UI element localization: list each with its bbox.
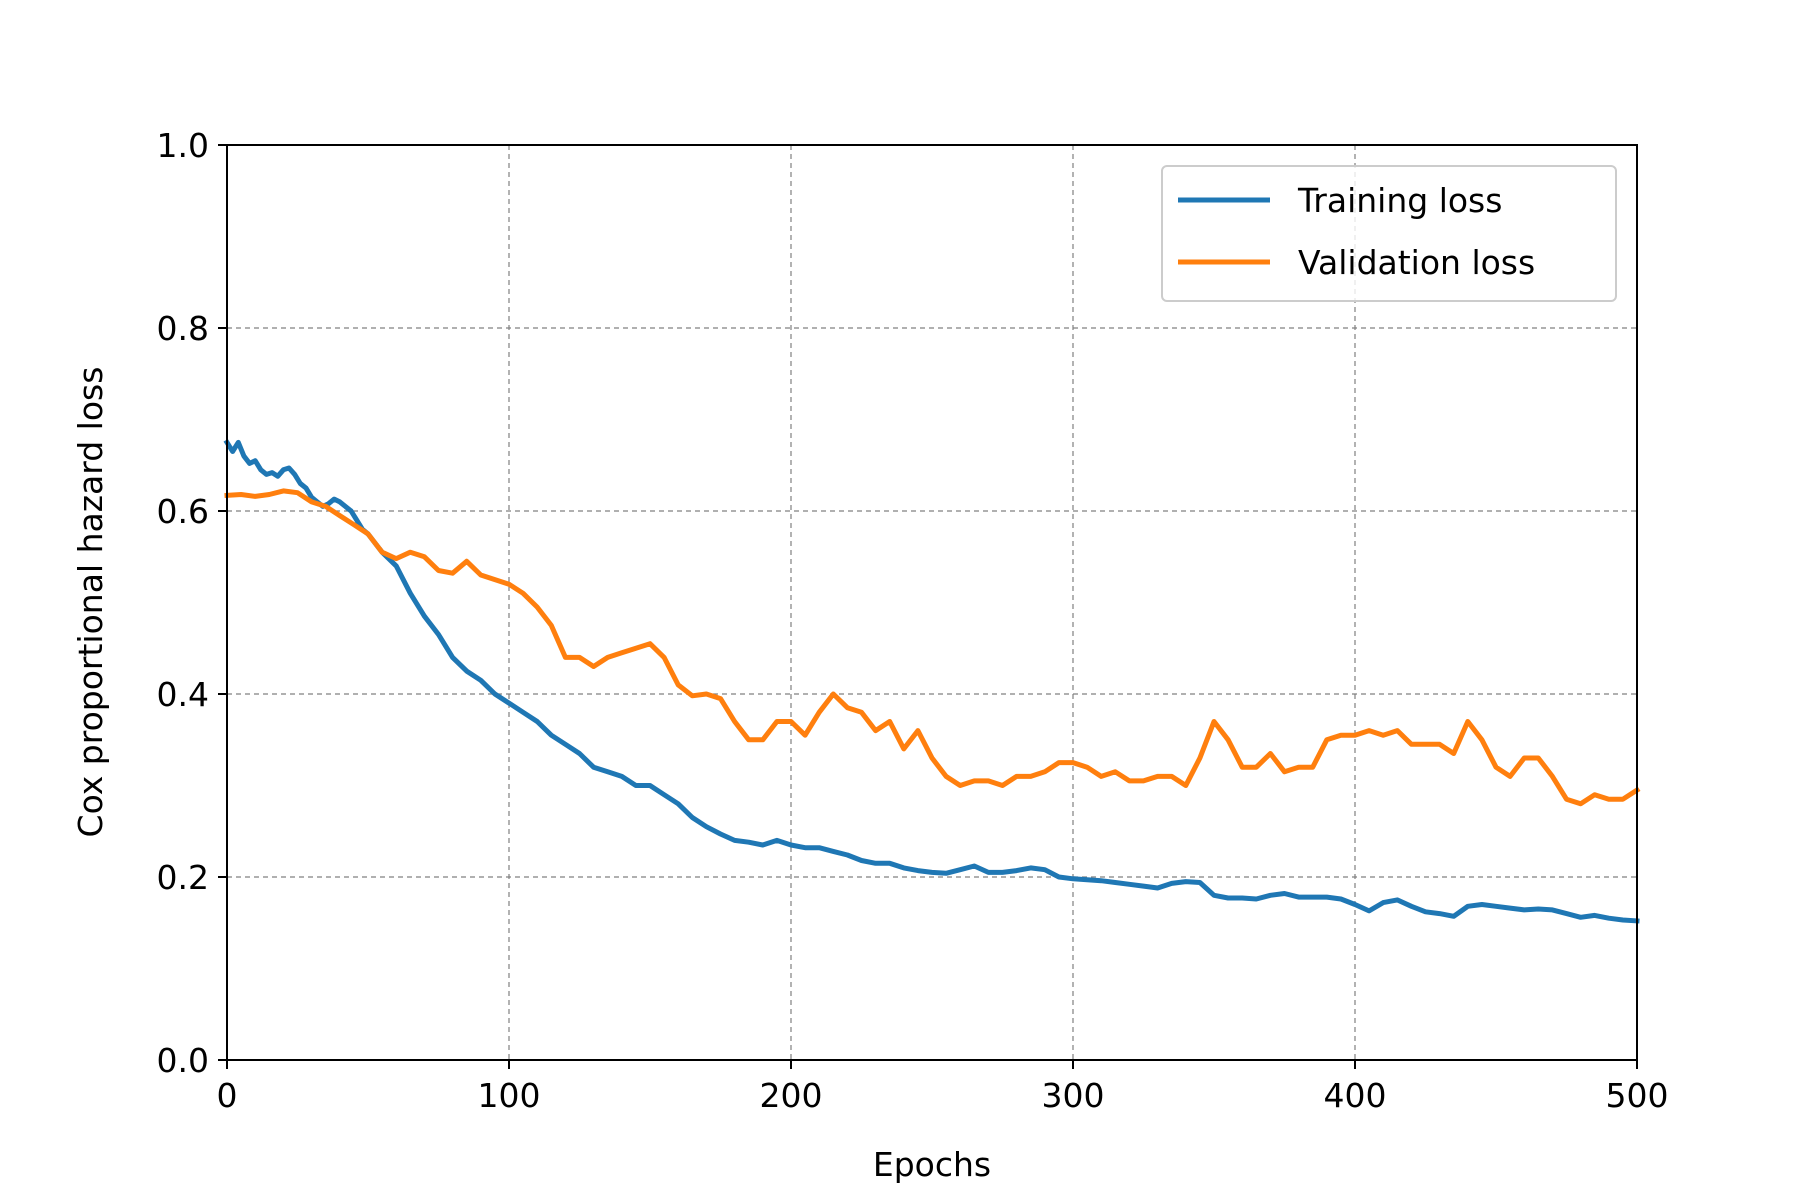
- y-tick-label: 0.0: [157, 1041, 209, 1080]
- y-tick-label: 0.6: [157, 492, 209, 531]
- x-tick-label: 300: [1042, 1076, 1105, 1115]
- plot-frame: [226, 144, 1638, 1061]
- y-axis-label: Cox proportional hazard loss: [71, 367, 110, 838]
- y-ticks: 0.0 0.2 0.4 0.6 0.8 1.0: [157, 126, 227, 1080]
- y-tick-label: 1.0: [157, 126, 209, 165]
- legend-box: [1161, 165, 1617, 302]
- y-tick-label: 0.4: [157, 675, 209, 714]
- x-tick-label: 0: [217, 1076, 238, 1115]
- legend-label-validation: Validation loss: [1298, 243, 1535, 282]
- series-line-validation: [224, 488, 1641, 807]
- y-tick-label: 0.2: [157, 858, 209, 897]
- x-tick-label: 200: [760, 1076, 823, 1115]
- series-line-training: [223, 438, 1640, 924]
- y-tick-label: 0.8: [157, 309, 209, 348]
- legend: Training loss Validation loss: [1161, 165, 1617, 302]
- legend-label-training: Training loss: [1297, 181, 1502, 220]
- x-tick-label: 500: [1606, 1076, 1669, 1115]
- x-ticks: 0 100 200 300 400 500: [217, 1060, 1669, 1115]
- x-axis-label: Epochs: [873, 1145, 991, 1184]
- x-tick-label: 400: [1324, 1076, 1387, 1115]
- series-lines: [223, 438, 1641, 924]
- x-tick-label: 100: [478, 1076, 541, 1115]
